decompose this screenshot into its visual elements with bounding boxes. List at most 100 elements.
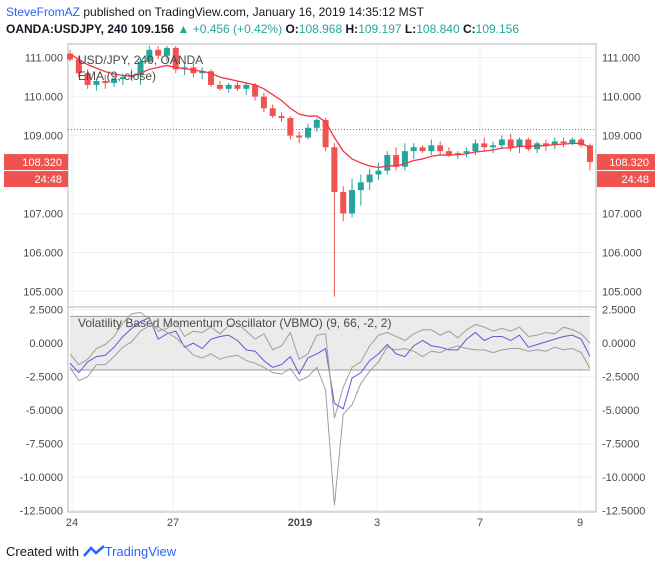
price-tick-left: 111.000 xyxy=(25,53,63,65)
last-price: 109.156 xyxy=(130,22,175,36)
candle-body xyxy=(472,143,479,152)
osc-pane-title: Volatility Based Momentum Oscillator (VB… xyxy=(78,316,391,330)
time-tick-label: 3 xyxy=(374,517,380,529)
price-tick-right: 111.000 xyxy=(602,53,640,65)
candle-body xyxy=(146,49,153,62)
candle-body xyxy=(498,139,505,146)
countdown-left: 24:48 xyxy=(34,174,62,186)
ema-legend: EMA (9, close) xyxy=(78,69,156,83)
candle-body xyxy=(234,84,241,89)
price-tick-right: 109.000 xyxy=(602,131,642,143)
candle-body xyxy=(393,155,400,167)
candle-body xyxy=(384,155,391,171)
candle-body xyxy=(313,119,320,128)
osc-tick-left: 0.0000 xyxy=(29,338,63,350)
candle-body xyxy=(252,84,259,97)
candle-body xyxy=(401,151,408,167)
countdown-right: 24:48 xyxy=(621,174,649,186)
osc-tick-left: 2.5000 xyxy=(29,305,63,317)
candle-body xyxy=(287,118,294,136)
created-with-text: Created with xyxy=(6,544,79,559)
candle-body xyxy=(551,141,558,146)
candle-body xyxy=(163,47,170,56)
osc-tick-left: -12.5000 xyxy=(20,506,63,518)
candle-body xyxy=(172,47,179,70)
osc-tick-right: -12.5000 xyxy=(602,506,645,518)
osc-tick-right: -2.5000 xyxy=(602,372,639,384)
candle-body xyxy=(208,71,215,85)
osc-tick-right: 2.5000 xyxy=(602,305,636,317)
candle-body xyxy=(260,96,267,109)
time-tick-label: 2019 xyxy=(288,517,312,529)
candle-body xyxy=(93,81,100,85)
candle-body xyxy=(445,151,452,156)
current-price-right: 108.320 xyxy=(609,157,649,169)
countdown-tag-left xyxy=(4,171,68,188)
candle-body xyxy=(216,84,223,89)
candle-body xyxy=(322,119,329,148)
candle-body xyxy=(331,147,338,193)
osc-tick-left: -10.0000 xyxy=(20,472,63,484)
high-label: H: xyxy=(345,22,359,36)
candle-body xyxy=(587,145,593,163)
low-label: L: xyxy=(404,22,417,36)
osc-tick-right: 0.0000 xyxy=(602,338,636,350)
current-price-left: 108.320 xyxy=(22,157,62,169)
price-tick-left: 105.000 xyxy=(23,286,63,298)
time-tick-label: 27 xyxy=(167,517,179,529)
candle-body xyxy=(304,127,311,138)
publish-line: SteveFromAZ published on TradingView.com… xyxy=(6,4,519,21)
current-price-tag-right xyxy=(597,154,655,171)
low-value: 108.840 xyxy=(416,22,460,36)
candle-body xyxy=(340,192,347,214)
candle-body xyxy=(225,84,232,89)
time-tick-label: 9 xyxy=(577,517,583,529)
close-value: 109.156 xyxy=(475,22,520,36)
candle-body xyxy=(84,73,91,85)
osc-tick-right: -5.0000 xyxy=(602,405,639,417)
price-tick-left: 109.000 xyxy=(23,131,63,143)
osc-tick-right: -7.5000 xyxy=(602,439,639,451)
candle-body xyxy=(463,151,470,154)
candle-body xyxy=(119,77,126,80)
candle-body xyxy=(569,139,576,144)
candle-body xyxy=(155,49,162,56)
candle-body xyxy=(437,145,444,152)
candle-body xyxy=(67,53,73,60)
candle-body xyxy=(578,139,585,146)
candle-body xyxy=(507,139,514,148)
candle-body xyxy=(296,135,303,138)
vbmo-lower-band-line xyxy=(69,325,591,506)
price-tick-left: 107.000 xyxy=(23,208,63,220)
price-tick-right: 105.000 xyxy=(602,286,642,298)
price-tick-right: 110.000 xyxy=(602,92,641,104)
candle-body xyxy=(137,61,144,76)
candle-body xyxy=(542,143,549,146)
current-price-tag-left xyxy=(4,154,68,171)
candle-body xyxy=(349,190,356,214)
candle-body xyxy=(490,145,497,148)
candle-body xyxy=(269,108,276,117)
tradingview-brand-link[interactable]: TradingView xyxy=(104,544,177,559)
osc-tick-left: -5.0000 xyxy=(26,405,63,417)
up-arrow-icon: ▲ xyxy=(177,22,190,36)
candle-body xyxy=(410,147,417,152)
price-pane-title: USD/JPY, 240, OANDA xyxy=(78,53,203,67)
candle-body xyxy=(516,139,523,148)
candle-body xyxy=(278,116,285,119)
price-tick-left: 110.000 xyxy=(24,92,63,104)
time-tick-label: 24 xyxy=(66,517,78,529)
price-tick-right: 107.000 xyxy=(602,208,642,220)
osc-tick-left: -7.5000 xyxy=(26,439,63,451)
price-change: +0.456 (+0.42%) xyxy=(192,22,283,36)
candle-body xyxy=(419,147,426,152)
price-tick-right: 106.000 xyxy=(602,247,642,259)
price-tick-left: 106.000 xyxy=(23,247,63,259)
candle-body xyxy=(75,59,82,74)
countdown-tag-right xyxy=(597,171,655,188)
chart-frame xyxy=(67,43,597,513)
author-link[interactable]: SteveFromAZ xyxy=(6,5,81,19)
open-value: 108.968 xyxy=(298,22,343,36)
publish-info: published on TradingView.com, January 16… xyxy=(80,5,425,19)
